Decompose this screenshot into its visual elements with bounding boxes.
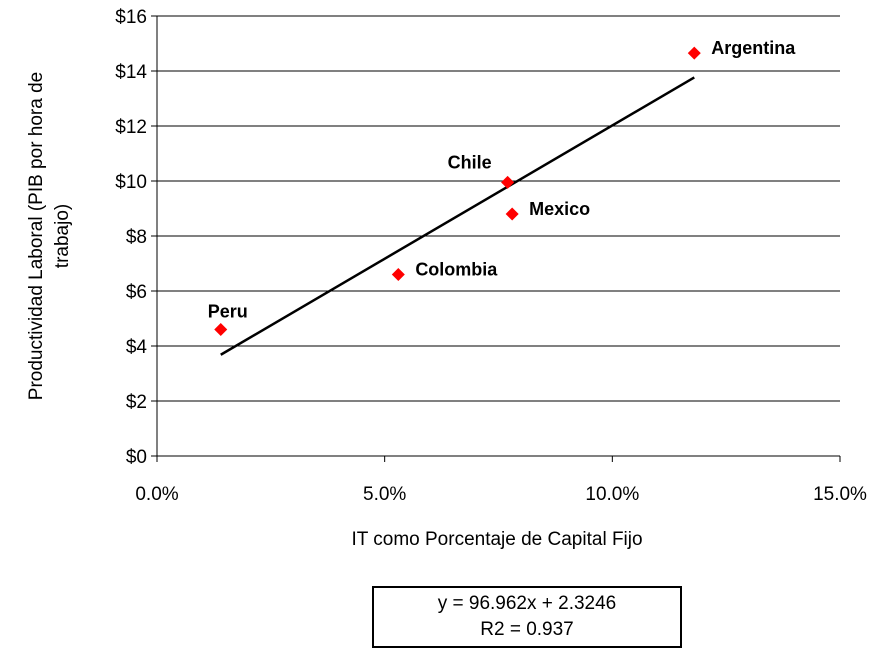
data-point-argentina [687,46,701,60]
point-label-chile: Chile [448,152,492,172]
y-tick-label: $8 [126,227,147,248]
regression-equation: y = 96.962x + 2.3246 [437,593,617,614]
y-tick-label: $16 [115,7,147,28]
y-axis-title-line-2: trabajo) [52,204,73,268]
y-tick-label: $6 [126,282,147,303]
x-tick-label: 10.0% [585,484,639,505]
x-tick-label: 5.0% [363,484,406,505]
point-label-peru: Peru [208,302,248,322]
y-tick-label: $0 [126,447,147,468]
y-tick-label: $12 [115,117,147,138]
x-axis-title: IT como Porcentaje de Capital Fijo [351,529,642,550]
y-tick-label: $10 [115,172,147,193]
y-axis-title-line-1: Productividad Laboral (PIB por hora de [26,72,47,400]
data-point-peru [214,323,228,336]
y-axis-title: Productividad Laboral (PIB por hora de t… [26,72,73,400]
trendline [220,76,695,356]
data-points: Argentina Chile Mexico Colombia Peru [208,38,796,336]
y-tick-label: $4 [126,337,148,358]
tick-labels: $0 $2 $4 $6 $8 $10 $12 $14 $16 0.0% 5.0% 10.0% 15.0% [115,7,867,505]
point-label-colombia: Colombia [415,260,498,280]
y-tick-label: $2 [126,392,147,413]
r-squared: R2 = 0.937 [480,619,574,640]
point-label-argentina: Argentina [711,38,796,58]
regression-equation-box: y = 96.962x + 2.3246 R2 = 0.937 [372,586,682,648]
x-tick-label: 15.0% [813,484,867,505]
x-tick-label: 0.0% [135,484,178,505]
data-point-colombia [391,268,405,281]
data-point-mexico [505,207,519,221]
point-label-mexico: Mexico [529,199,590,219]
data-point-chile [501,175,515,189]
gridlines [157,15,840,457]
trendline-group [220,76,695,356]
axes [151,15,841,462]
y-tick-label: $14 [115,62,147,83]
